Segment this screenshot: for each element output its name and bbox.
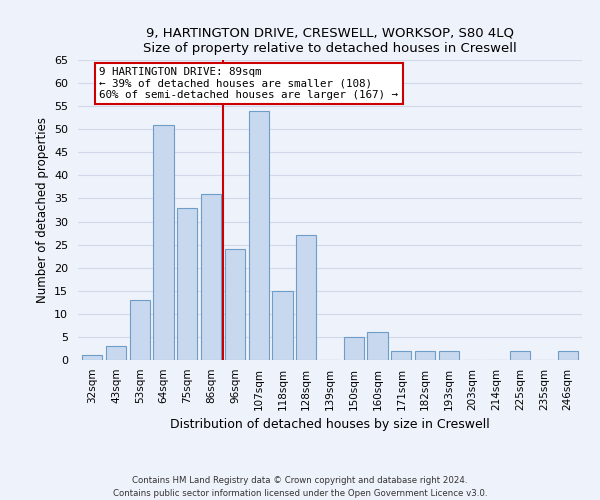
Bar [296, 236, 316, 360]
Bar [201, 194, 221, 360]
Bar [557, 351, 578, 360]
Bar [367, 332, 388, 360]
Bar [248, 111, 269, 360]
Bar [130, 300, 150, 360]
Title: 9, HARTINGTON DRIVE, CRESWELL, WORKSOP, S80 4LQ
Size of property relative to det: 9, HARTINGTON DRIVE, CRESWELL, WORKSOP, … [143, 26, 517, 54]
Bar [391, 351, 412, 360]
Bar [415, 351, 435, 360]
Bar [82, 356, 103, 360]
Bar [106, 346, 126, 360]
Bar [344, 337, 364, 360]
Bar [272, 291, 293, 360]
Text: 9 HARTINGTON DRIVE: 89sqm
← 39% of detached houses are smaller (108)
60% of semi: 9 HARTINGTON DRIVE: 89sqm ← 39% of detac… [100, 67, 398, 100]
Bar [510, 351, 530, 360]
Bar [225, 249, 245, 360]
Text: Contains HM Land Registry data © Crown copyright and database right 2024.
Contai: Contains HM Land Registry data © Crown c… [113, 476, 487, 498]
Bar [439, 351, 459, 360]
Bar [154, 124, 173, 360]
X-axis label: Distribution of detached houses by size in Creswell: Distribution of detached houses by size … [170, 418, 490, 431]
Bar [177, 208, 197, 360]
Y-axis label: Number of detached properties: Number of detached properties [35, 117, 49, 303]
